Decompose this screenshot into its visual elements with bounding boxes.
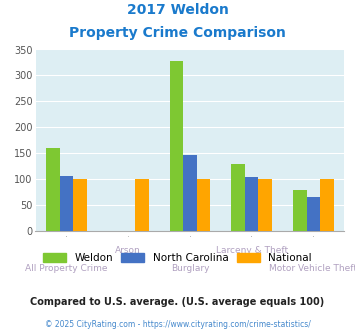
Bar	[293, 189, 307, 231]
Text: © 2025 CityRating.com - https://www.cityrating.com/crime-statistics/: © 2025 CityRating.com - https://www.city…	[45, 320, 310, 329]
Text: Compared to U.S. average. (U.S. average equals 100): Compared to U.S. average. (U.S. average …	[31, 297, 324, 307]
Legend: Weldon, North Carolina, National: Weldon, North Carolina, National	[39, 248, 316, 267]
Bar	[320, 179, 334, 231]
Bar	[183, 155, 197, 231]
Bar	[46, 148, 60, 231]
Text: All Property Crime: All Property Crime	[25, 264, 108, 273]
Bar	[231, 164, 245, 231]
Text: Burglary: Burglary	[171, 264, 209, 273]
Text: 2017 Weldon: 2017 Weldon	[127, 3, 228, 17]
Bar	[170, 61, 183, 231]
Text: Property Crime Comparison: Property Crime Comparison	[69, 26, 286, 40]
Text: Motor Vehicle Theft: Motor Vehicle Theft	[269, 264, 355, 273]
Bar	[73, 179, 87, 231]
Bar	[245, 177, 258, 231]
Bar	[307, 197, 320, 231]
Text: Arson: Arson	[115, 246, 141, 254]
Bar	[197, 179, 210, 231]
Bar	[135, 179, 148, 231]
Bar	[258, 179, 272, 231]
Bar	[60, 176, 73, 231]
Text: Larceny & Theft: Larceny & Theft	[215, 246, 288, 254]
